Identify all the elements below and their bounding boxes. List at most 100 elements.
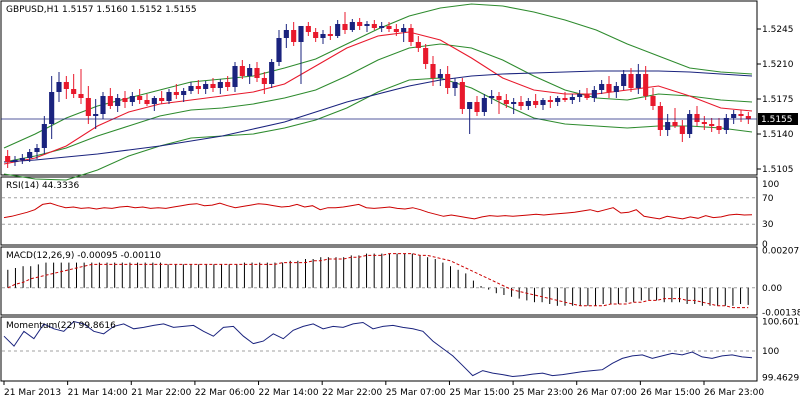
bearish-candle: [738, 110, 744, 122]
candle-body: [621, 74, 627, 86]
bullish-candle: [613, 82, 619, 98]
bearish-candle: [672, 108, 678, 128]
bearish-candle: [357, 18, 363, 30]
bullish-candle: [525, 98, 531, 110]
bearish-candle: [709, 118, 715, 132]
candle-body: [489, 96, 495, 98]
candle-body: [540, 100, 546, 105]
bullish-candle: [379, 22, 385, 32]
candle-body: [313, 32, 319, 38]
bearish-candle: [430, 56, 436, 86]
bearish-candle: [313, 28, 319, 42]
bullish-candle: [56, 72, 62, 102]
bullish-candle: [555, 96, 561, 106]
candle-body: [430, 64, 436, 78]
candle-body: [166, 92, 172, 101]
candle-body: [203, 84, 209, 89]
bullish-candle: [577, 90, 583, 102]
candle-body: [305, 26, 311, 32]
bullish-candle: [489, 90, 495, 104]
bearish-candle: [122, 91, 128, 108]
momentum-axis-tick-label: 99.4629: [762, 373, 799, 383]
bullish-candle: [635, 64, 641, 94]
bullish-candle: [540, 98, 546, 110]
bearish-candle: [386, 22, 392, 32]
bollinger-middle-line: [3, 43, 753, 163]
candle-body: [115, 98, 121, 106]
candle-body: [195, 86, 201, 89]
bearish-candle: [85, 86, 91, 124]
time-axis-tick-label: 21 Mar 14:00: [68, 388, 128, 398]
candle-body: [393, 29, 399, 32]
time-axis: 21 Mar 2013 21 Mar 14:00 21 Mar 22:00 22 Ma…: [3, 381, 764, 398]
bearish-candle: [342, 12, 348, 34]
candle-body: [225, 82, 231, 87]
candle-body: [401, 28, 407, 32]
candle-body: [599, 84, 605, 90]
candle-body: [386, 26, 392, 29]
bearish-candle: [679, 120, 685, 142]
moving-average-fast-line: [3, 31, 753, 165]
bearish-candle: [305, 22, 311, 36]
candle-body: [738, 114, 744, 116]
candle-body: [320, 34, 326, 38]
bullish-candle: [723, 114, 729, 134]
momentum-panel-title: Momentum(22) 99.8616: [6, 321, 116, 331]
bearish-candle: [63, 76, 69, 99]
candle-body: [239, 66, 245, 76]
bullish-candle: [129, 92, 135, 106]
rsi-panel: 100 70 30 0: [2, 180, 779, 250]
candle-body: [349, 22, 355, 30]
candle-body: [27, 152, 33, 158]
price-axis-tick-label: 1.5245: [762, 25, 794, 35]
candle-body: [547, 100, 553, 102]
time-axis-tick-label: 26 Mar 23:00: [704, 388, 764, 398]
bearish-candle: [650, 88, 656, 110]
bearish-candle: [71, 74, 77, 98]
bullish-candle: [115, 94, 121, 112]
candle-body: [85, 98, 91, 116]
candle-body: [56, 82, 62, 92]
bearish-candle: [291, 22, 297, 46]
candle-body: [122, 98, 128, 102]
time-axis-tick-label: 25 Mar 15:00: [449, 388, 509, 398]
candle-body: [151, 98, 157, 104]
macd-axis-tick-label: 0.00: [762, 284, 782, 294]
time-axis-tick-label: 21 Mar 22:00: [131, 388, 191, 398]
current-price-label: 1.5155: [761, 115, 793, 125]
bullish-candle: [49, 76, 55, 139]
candle-body: [445, 74, 451, 88]
price-axis-tick-label: 1.5175: [762, 95, 794, 105]
candle-body: [71, 89, 77, 94]
candle-body: [467, 102, 473, 109]
candle-body: [687, 114, 693, 134]
bullish-candle: [599, 80, 605, 94]
price-panel: 1.5105 1.5140 1.5175 1.5210 1.5245 1.5155: [1, 3, 798, 181]
bearish-candle: [254, 62, 260, 82]
candle-body: [584, 94, 590, 98]
candle-body: [247, 68, 253, 76]
bullish-candle: [320, 30, 326, 44]
candle-body: [679, 126, 685, 134]
price-axis-tick-label: 1.5105: [762, 165, 794, 175]
bearish-candle: [606, 76, 612, 98]
candle-body: [628, 74, 634, 88]
bullish-candle: [151, 96, 157, 111]
bullish-candle: [452, 78, 458, 96]
candle-body: [144, 100, 150, 104]
bullish-candle: [41, 116, 47, 154]
candle-body: [716, 126, 722, 130]
bearish-candle: [503, 94, 509, 108]
bearish-candle: [78, 69, 84, 104]
macd-panel-title: MACD(12,26,9) -0.00095 -0.00110: [6, 251, 161, 261]
bullish-candle: [276, 30, 282, 66]
bullish-candle: [27, 149, 33, 162]
candle-body: [78, 94, 84, 98]
bearish-candle: [518, 96, 524, 110]
candle-body: [503, 100, 509, 104]
bearish-candle: [643, 66, 649, 100]
bullish-candle: [188, 82, 194, 94]
bullish-candle: [665, 114, 671, 136]
candle-body: [93, 114, 99, 116]
bullish-candle: [181, 88, 187, 102]
